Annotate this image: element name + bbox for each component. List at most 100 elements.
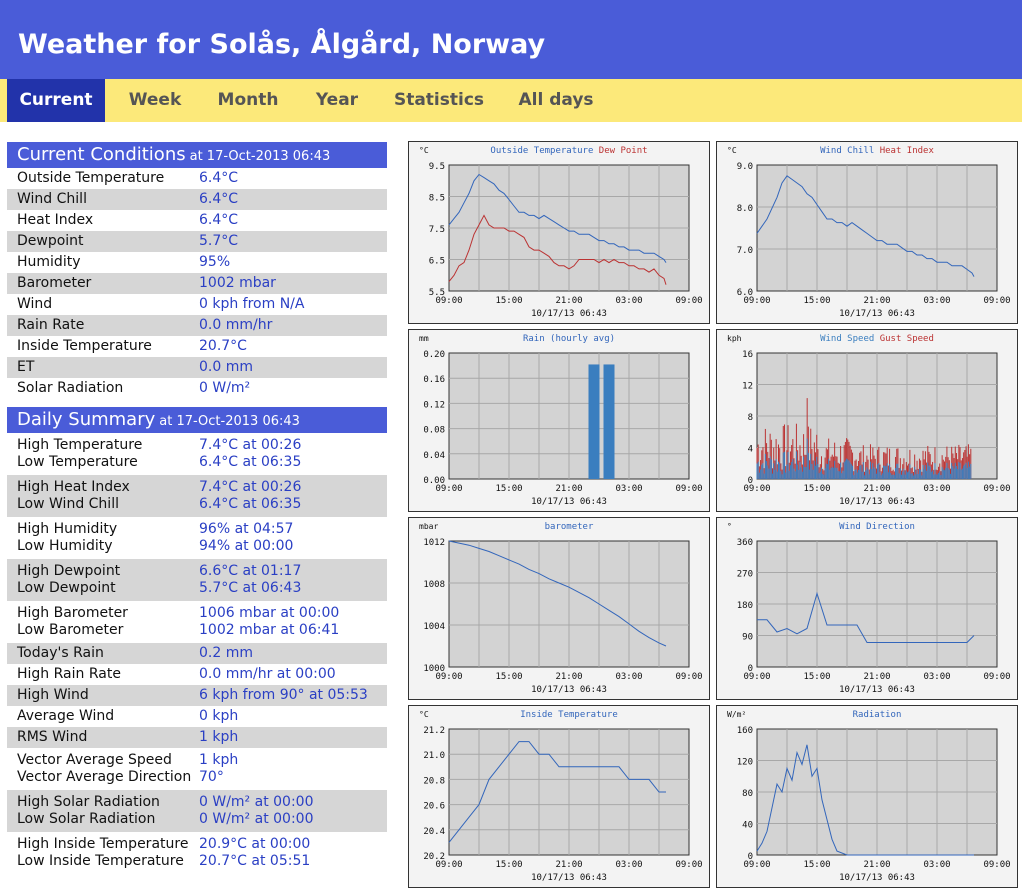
y-tick-label: 80 (742, 789, 753, 799)
summary-group: Vector Average Speed 1 kph Vector Average … (7, 748, 387, 790)
tab-all-days[interactable]: All days (518, 90, 594, 110)
summary-group: High Barometer 1006 mbar at 00:00 Low Baro… (7, 601, 387, 643)
current-conditions-title: Current Conditions (17, 144, 186, 165)
unit-label: °C (419, 146, 429, 155)
y-tick-label: 20.4 (423, 827, 445, 837)
y-tick-label: 120 (737, 758, 753, 768)
y-tick-label: 20.6 (423, 802, 445, 812)
tab-year[interactable]: Year (315, 90, 359, 110)
unit-label: kph (727, 334, 742, 343)
row-value: 94% at 00:00 (199, 538, 294, 554)
legend-entry: Wind Speed (820, 334, 874, 344)
row-value: 0.0 mm (199, 359, 253, 375)
y-tick-label: 0 (748, 476, 753, 486)
row-label: High Wind (17, 687, 89, 703)
series-line (756, 744, 974, 856)
table-row: High Wind 6 kph from 90° at 05:53 (7, 685, 387, 706)
x-tick-label: 09:00 (675, 860, 702, 870)
y-tick-label: 1000 (423, 664, 445, 674)
x-tick-label: 09:00 (435, 860, 462, 870)
summary-group: High Wind 6 kph from 90° at 05:53 (7, 685, 387, 706)
summary-group: High Heat Index 7.4°C at 00:26 Low Wind Ch… (7, 475, 387, 517)
row-label: High Dewpoint (17, 563, 121, 579)
x-tick-label: 15:00 (495, 860, 522, 870)
summary-group: High Inside Temperature 20.9°C at 00:00 Lo… (7, 832, 387, 874)
row-value: 1002 mbar at 06:41 (199, 622, 340, 638)
table-row: Low Solar Radiation 0 W/m² at 00:00 (7, 811, 387, 828)
row-value: 0 W/m² (199, 380, 251, 396)
summary-group: High Solar Radiation 0 W/m² at 00:00 Low S… (7, 790, 387, 832)
row-label: High Rain Rate (17, 666, 121, 682)
y-tick-label: 0.12 (423, 400, 445, 410)
row-label: Low Solar Radiation (17, 811, 156, 827)
tab-current[interactable]: Current (7, 79, 105, 122)
x-tick-label: 03:00 (923, 484, 950, 494)
y-tick-label: 270 (737, 570, 753, 580)
table-row: Wind 0 kph from N/A (7, 294, 387, 315)
row-label: Low Wind Chill (17, 496, 119, 512)
y-tick-label: 7.0 (737, 246, 753, 256)
row-label: Low Dewpoint (17, 580, 116, 596)
tab-month[interactable]: Month (217, 90, 279, 110)
row-value: 5.7°C (199, 233, 239, 249)
row-label: Low Barometer (17, 622, 124, 638)
legend-entry: Dew Point (593, 146, 647, 156)
x-tick-label: 09:00 (675, 296, 702, 306)
y-tick-label: 9.5 (429, 162, 445, 172)
table-row: Low Temperature 6.4°C at 06:35 (7, 454, 387, 471)
row-label: Low Humidity (17, 538, 113, 554)
y-tick-label: 4 (748, 445, 753, 455)
row-label: Vector Average Speed (17, 752, 172, 768)
y-tick-label: 1012 (423, 538, 445, 548)
summary-group: High Rain Rate 0.0 mm/hr at 00:00 (7, 664, 387, 685)
row-label: Solar Radiation (17, 380, 124, 396)
x-tick-label: 15:00 (803, 296, 830, 306)
row-value: 1 kph (199, 729, 239, 745)
series-line (448, 741, 666, 843)
x-tick-label: 09:00 (983, 296, 1010, 306)
y-tick-label: 8.0 (737, 204, 753, 214)
x-tick-label: 15:00 (803, 484, 830, 494)
y-tick-label: 21.2 (423, 726, 445, 736)
row-value: 6 kph from 90° at 05:53 (199, 687, 368, 703)
x-tick-label: 03:00 (615, 860, 642, 870)
y-tick-label: 0.04 (423, 451, 445, 461)
legend-entry: Wind Chill (820, 146, 874, 156)
table-row: High Solar Radiation 0 W/m² at 00:00 (7, 794, 387, 811)
row-label: High Solar Radiation (17, 794, 160, 810)
date-label: 10/17/13 06:43 (531, 309, 607, 319)
row-value: 95% (199, 254, 231, 270)
tab-statistics[interactable]: Statistics (393, 90, 485, 110)
y-tick-label: 1008 (423, 580, 445, 590)
table-row: High Dewpoint 6.6°C at 01:17 (7, 563, 387, 580)
tab-week[interactable]: Week (128, 90, 182, 110)
daily-summary-timestamp: at 17-Oct-2013 06:43 (159, 414, 300, 429)
series-line (448, 540, 667, 647)
y-tick-label: 0.20 (423, 350, 445, 360)
x-tick-label: 09:00 (983, 672, 1010, 682)
table-row: Low Humidity 94% at 00:00 (7, 538, 387, 555)
summary-group: High Humidity 96% at 04:57 Low Humidity 94%… (7, 517, 387, 559)
row-value: 1 kph (199, 752, 239, 768)
x-tick-label: 21:00 (555, 296, 582, 306)
summary-group: High Temperature 7.4°C at 00:26 Low Temper… (7, 433, 387, 475)
chart-title: Radiation (853, 710, 902, 720)
row-label: High Inside Temperature (17, 836, 189, 852)
y-tick-label: 20.8 (423, 776, 445, 786)
unit-label: °C (419, 710, 429, 719)
date-label: 10/17/13 06:43 (531, 685, 607, 695)
table-row: Average Wind 0 kph (7, 706, 387, 727)
row-value: 1006 mbar at 00:00 (199, 605, 340, 621)
table-row: Wind Chill 6.4°C (7, 189, 387, 210)
legend-entry: Heat Index (874, 146, 934, 156)
table-row: Rain Rate 0.0 mm/hr (7, 315, 387, 336)
date-label: 10/17/13 06:43 (839, 685, 915, 695)
x-tick-label: 03:00 (923, 296, 950, 306)
y-tick-label: 8 (748, 413, 753, 423)
row-label: ET (17, 359, 35, 375)
chart-title: Outside Temperature Dew Point (490, 146, 647, 156)
